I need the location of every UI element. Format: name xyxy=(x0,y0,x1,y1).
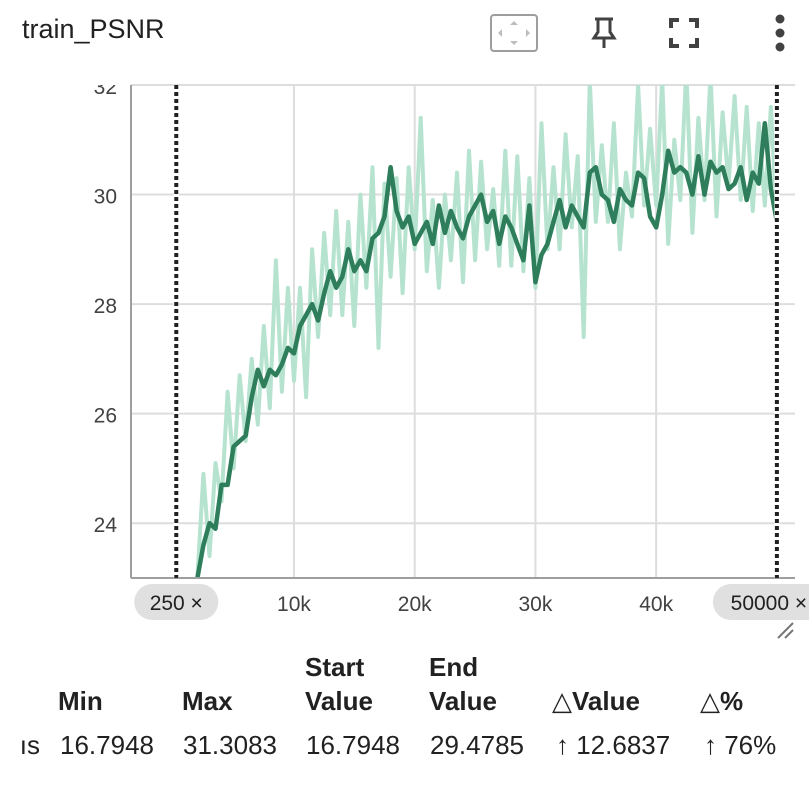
start-value-header-line1: Start xyxy=(305,652,365,682)
y-tick-label: 26 xyxy=(94,405,117,428)
card-title: train_PSNR xyxy=(22,14,165,44)
x-tick-label: 30k xyxy=(519,593,553,616)
fullscreen-icon xyxy=(669,18,699,48)
delta-value-header: △Value xyxy=(552,686,640,716)
smoothed-series-line xyxy=(195,121,780,578)
more-vert-icon xyxy=(775,14,785,52)
end-value-header-line2: Value xyxy=(429,686,497,716)
pin-icon xyxy=(591,17,617,48)
fit-domain-button[interactable] xyxy=(490,12,538,54)
delta-value-cell: ↑ 12.6837 xyxy=(556,730,671,760)
delta-percent-header: △% xyxy=(700,686,744,716)
y-tick-label: 28 xyxy=(94,295,117,318)
range-marker-chip[interactable] xyxy=(712,584,809,620)
end-value-cell: 29.4785 xyxy=(430,730,524,760)
min-cell: 16.7948 xyxy=(60,730,154,760)
end-value-header-line1: End xyxy=(429,652,479,682)
max-header: Max xyxy=(182,686,233,716)
start-value-cell: 16.7948 xyxy=(306,730,400,760)
range-marker-label: 50000 × xyxy=(731,592,808,615)
delta-percent-cell: ↑ 76% xyxy=(704,730,777,760)
y-tick-label: 30 xyxy=(94,186,117,209)
x-tick-label: 20k xyxy=(398,593,432,616)
line-chart[interactable]: 24 26 28 30 32 10k 20k 30k 40k 250 × 50000 × xyxy=(0,0,809,640)
y-tick-label: 24 xyxy=(94,514,118,537)
max-cell: 31.3083 xyxy=(183,730,277,760)
resize-handle[interactable] xyxy=(777,622,794,639)
x-tick-label: 10k xyxy=(277,593,311,616)
start-value-header-line2: Value xyxy=(305,686,373,716)
range-marker-label: 250 × xyxy=(150,592,203,615)
range-marker-chip[interactable] xyxy=(134,584,219,620)
fit-domain-icon xyxy=(490,14,538,52)
x-tick-label: 40k xyxy=(639,593,673,616)
pin-button[interactable] xyxy=(580,12,628,54)
min-header: Min xyxy=(58,686,103,716)
raw-series-line xyxy=(195,85,779,578)
y-tick-label: 32 xyxy=(94,76,117,99)
fullscreen-button[interactable] xyxy=(660,12,708,54)
run-name-cell: ıs xyxy=(19,730,40,760)
more-options-button[interactable] xyxy=(756,12,804,54)
